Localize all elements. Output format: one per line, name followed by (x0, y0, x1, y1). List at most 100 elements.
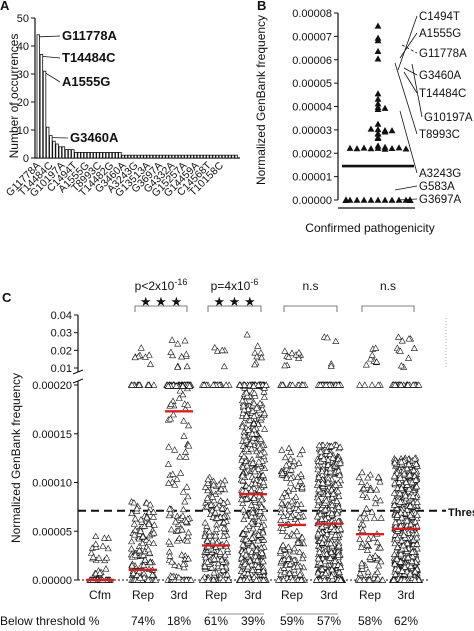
panel-c-point (317, 559, 325, 566)
panel-c-point (324, 478, 332, 486)
panel-c-point (321, 576, 329, 583)
panel-a-bar (212, 154, 216, 159)
panel-c-point (239, 541, 247, 548)
panel-c-point (260, 514, 268, 521)
panel-c-point (318, 539, 326, 546)
panel-c-point (314, 554, 322, 562)
panel-a-bar (187, 154, 191, 159)
panel-c-point (213, 514, 221, 521)
panel-letter-c: C (2, 290, 12, 305)
panel-b-point (346, 144, 354, 151)
panel-c-point (220, 524, 228, 532)
panel-c-point (254, 465, 262, 472)
panel-b-annotations: C1494T A1555G G11778A G3460A T14484C G10197A T… (394, 11, 473, 206)
panel-b-annotation-leader (403, 67, 418, 76)
panel-c-point (243, 495, 251, 502)
panel-c-point (179, 505, 187, 513)
panel-c-point (328, 565, 336, 573)
panel-c-point (404, 553, 412, 561)
panel-c-point (218, 562, 226, 570)
panel-c-y-tick-label: 0.00000 (32, 575, 72, 587)
panel-b-y-axis: 0.00000 0.00001 0.00002 0.00003 0.00004 0.000… (292, 8, 415, 209)
panel-c-point (131, 353, 139, 361)
panel-c-point (324, 490, 332, 497)
panel-a-bar (86, 151, 91, 159)
panel-c-point (209, 537, 217, 544)
panel-c-point (374, 538, 382, 546)
significance-bracket (283, 305, 338, 312)
panel-c-point (92, 543, 100, 550)
significance-p-value: p=4x10-6 (211, 277, 259, 293)
panel-c-point (358, 468, 366, 476)
panel-c-point (396, 347, 404, 354)
panel-b-point (388, 196, 396, 203)
panel-c-point (171, 561, 179, 568)
panel-c-point (415, 381, 423, 388)
panel-b-annotation-leader (399, 32, 418, 59)
panel-c-point (175, 394, 183, 401)
panel-c-x-label: Rep (281, 588, 303, 602)
panel-c-point (411, 455, 419, 462)
panel-c-point (137, 344, 145, 351)
significance-bracket (134, 305, 188, 312)
panel-c-point (259, 567, 267, 574)
panel-c-point (180, 417, 188, 424)
panel-c-point (207, 501, 215, 508)
panel-a-bar (190, 154, 194, 159)
panel-c-point (254, 563, 262, 570)
panel-c-point (256, 507, 264, 514)
panel-c-point (198, 576, 206, 583)
panel-c-point (220, 532, 228, 540)
panel-c-point (246, 416, 254, 423)
panel-c-point (292, 493, 300, 500)
panel-b-annotation-leader (397, 15, 418, 71)
panel-c-point (400, 576, 408, 583)
panel-c-point (403, 539, 411, 546)
panel-c-point (166, 552, 174, 559)
panel-c-point (259, 557, 267, 565)
panel-c-point (164, 382, 172, 389)
panel-c-point (218, 504, 226, 511)
panel-c-point (144, 576, 152, 583)
panel-c-point (243, 331, 251, 338)
panel-c-point (220, 362, 228, 370)
panel-c-point (335, 503, 343, 510)
panel-a-bar (193, 154, 197, 159)
panel-c-point (180, 432, 188, 439)
panel-a-bar (206, 154, 210, 159)
panel-b: Normalized GenBank frequency Confirmed p… (254, 8, 473, 235)
panel-c-point (283, 532, 291, 539)
panel-c-point (131, 515, 139, 522)
panel-b-annotation-leader (411, 63, 423, 118)
panel-c-point (374, 568, 382, 575)
panel-c-point (366, 553, 374, 560)
panel-c-point (403, 516, 411, 524)
panel-b-y-tick-label: 0.00002 (292, 148, 332, 160)
panel-a-bar (42, 70, 47, 159)
panel-a-bar (196, 154, 201, 159)
panel-c-point (368, 351, 376, 358)
panel-b-point (374, 103, 382, 110)
panel-c-point (362, 514, 370, 522)
panel-c-point (411, 576, 419, 583)
panel-c-point (165, 443, 173, 450)
panel-c-point (412, 476, 420, 483)
panel-c-point (404, 381, 412, 388)
panel-c-point (242, 436, 250, 443)
panel-c-point (287, 513, 295, 520)
panel-c-point (257, 435, 265, 442)
panel-c-point (294, 539, 302, 546)
panel-b-annotation-leader (403, 71, 418, 94)
panel-a-bar (168, 154, 172, 159)
panel-b-point (374, 47, 382, 55)
panel-c-point (298, 533, 306, 541)
panel-c-point (391, 381, 399, 388)
panel-c-below-threshold-value: 57% (317, 614, 341, 628)
panel-c-point (240, 406, 248, 413)
panel-c-point (316, 381, 324, 388)
panel-a-bar (143, 154, 147, 159)
panel-c-point (144, 545, 152, 553)
panel-c-point (376, 496, 384, 504)
panel-c-point (203, 558, 211, 565)
panel-c-point (219, 576, 227, 583)
